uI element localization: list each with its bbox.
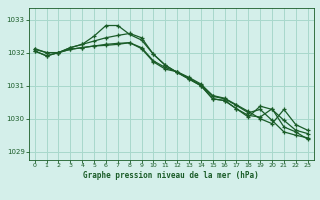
X-axis label: Graphe pression niveau de la mer (hPa): Graphe pression niveau de la mer (hPa) (83, 171, 259, 180)
